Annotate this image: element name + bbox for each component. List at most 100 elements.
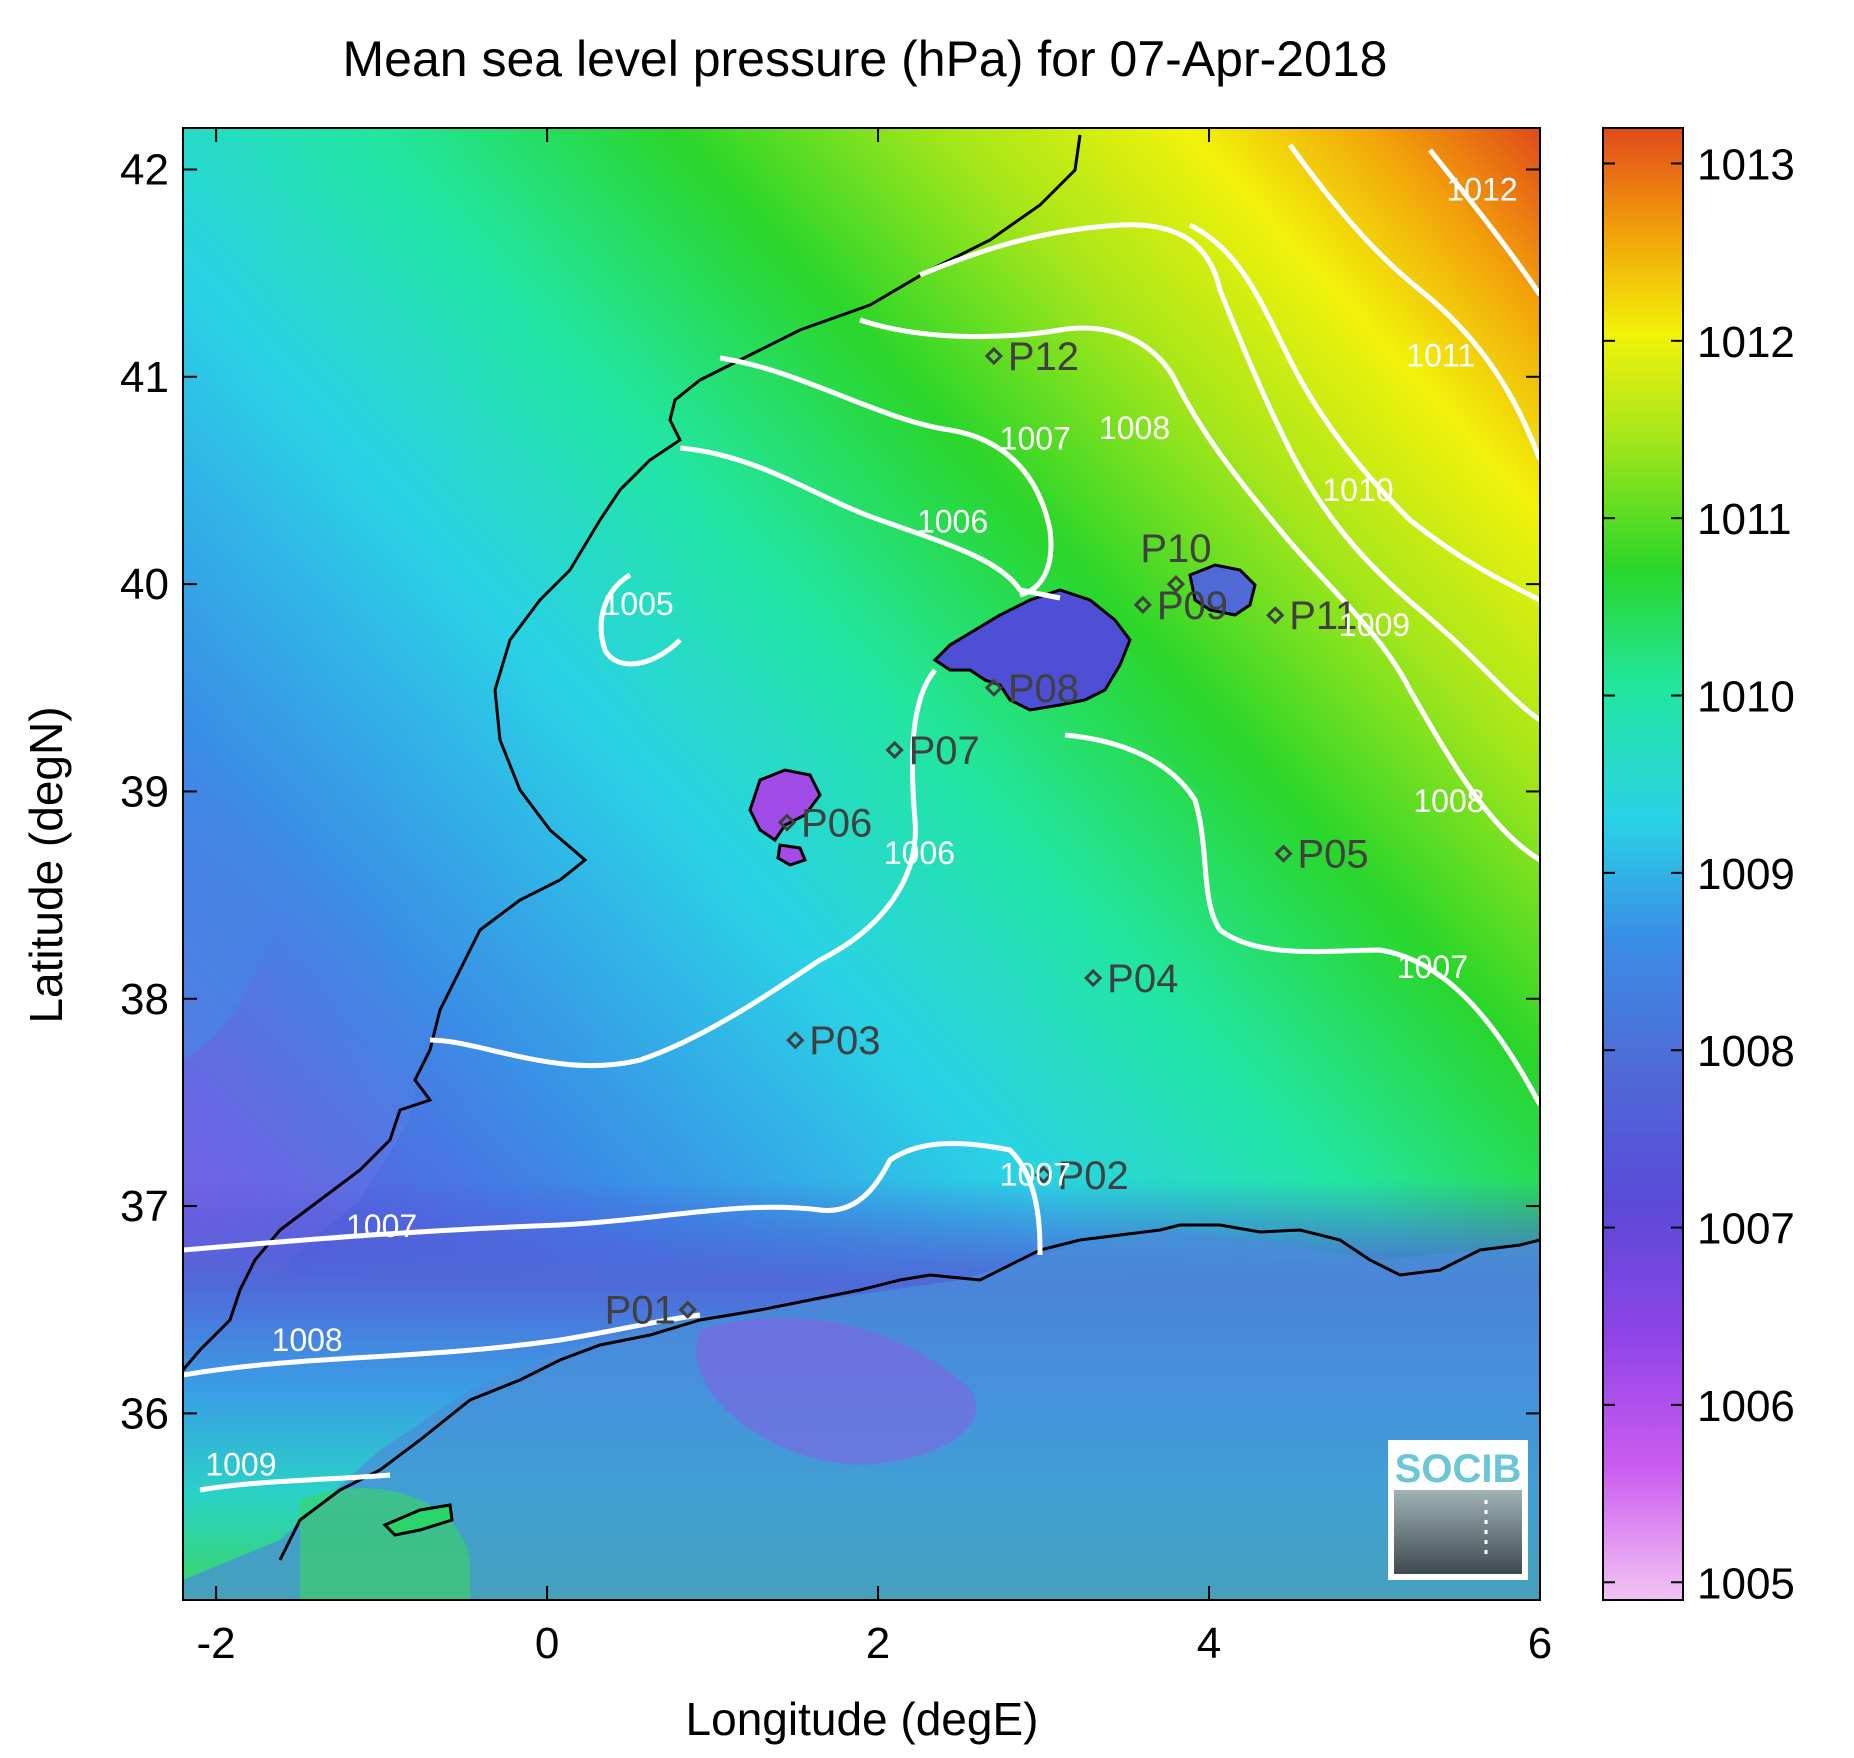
y-tick-label: 39 xyxy=(120,767,169,816)
colorbar-ticks: 1005 1006 1007 1008 1009 1010 1011 1012 1013 xyxy=(1603,140,1795,1608)
station-diamond-icon xyxy=(984,678,1004,697)
isobar-1011 xyxy=(1287,143,1540,461)
station-p12: P12 xyxy=(984,335,1079,379)
isobar-1009-north xyxy=(919,222,1540,723)
contour-label: 1007 xyxy=(1397,949,1468,985)
x-tick-label: 6 xyxy=(1528,1619,1552,1668)
socib-logo: SOCIB xyxy=(1388,1440,1528,1580)
logo-text: SOCIB xyxy=(1395,1447,1522,1491)
coastline-formentera xyxy=(776,843,808,867)
station-p01: P01 xyxy=(605,1289,697,1333)
station-diamond-icon xyxy=(1166,574,1186,594)
contour-label: 1010 xyxy=(1322,472,1393,508)
isobar-lines xyxy=(183,143,1540,1493)
station-label: P12 xyxy=(1008,335,1079,379)
contour-label: 1006 xyxy=(917,503,988,539)
station-diamond-icon xyxy=(1266,606,1285,625)
colorbar: 1005 1006 1007 1008 1009 1010 1011 1012 1013 xyxy=(1602,127,1795,1608)
station-label: P01 xyxy=(605,1289,676,1333)
coastline-ibiza xyxy=(748,768,822,843)
contour-label: 1008 xyxy=(1099,410,1170,446)
colorbar-tick-label: 1011 xyxy=(1697,495,1792,544)
station-p08: P08 xyxy=(984,667,1079,711)
station-diamond-icon xyxy=(885,740,904,760)
isobar-1007-north xyxy=(719,355,1054,598)
colorbar-tick-label: 1006 xyxy=(1697,1382,1795,1431)
contour-label: 1009 xyxy=(205,1447,276,1483)
isobar-1007-east xyxy=(1064,732,1540,1107)
station-p11: P11 xyxy=(1266,594,1357,638)
station-label: P08 xyxy=(1008,667,1079,711)
isobar-1007-south xyxy=(183,1140,1043,1256)
station-p05: P05 xyxy=(1274,833,1369,877)
chart-title: Mean sea level pressure (hPa) for 07-Apr… xyxy=(343,31,1388,87)
isobar-1012 xyxy=(1428,148,1540,297)
colorbar-tick-label: 1010 xyxy=(1697,673,1795,722)
isobar-1006-south xyxy=(429,668,937,1069)
coastline-africa xyxy=(278,1223,1540,1561)
station-label: P02 xyxy=(1058,1154,1129,1198)
colorbar-tick-label: 1012 xyxy=(1697,318,1795,367)
x-axis: -2 0 2 4 6 xyxy=(197,128,1552,1668)
contour-label: 1007 xyxy=(1000,420,1071,456)
x-tick-label: 2 xyxy=(866,1619,890,1668)
station-diamond-icon xyxy=(1084,968,1103,988)
x-tick-label: 4 xyxy=(1197,1619,1221,1668)
isobar-1008-south xyxy=(183,1312,701,1378)
y-tick-label: 36 xyxy=(120,1389,169,1438)
x-axis-label: Longitude (degE) xyxy=(686,1693,1039,1745)
y-axis-label: Latitude (degN) xyxy=(20,706,72,1023)
logo-gradient-panel xyxy=(1394,1490,1522,1574)
coastline-mallorca xyxy=(932,588,1132,712)
station-label: P05 xyxy=(1297,833,1368,877)
isobar-1008-north xyxy=(859,317,1540,863)
contour-label: 1008 xyxy=(1413,783,1484,819)
station-diamond-icon xyxy=(984,346,1004,366)
station-p04: P04 xyxy=(1084,957,1178,1001)
station-markers: P01 P02 P03 P04 P05 P06 P07 P08 P09 P10 P11 P12 xyxy=(605,335,1369,1333)
map-panel: P01 P02 P03 P04 P05 P06 P07 P08 P09 P10 P11 P12 100… xyxy=(183,128,1540,1600)
contour-label: 1005 xyxy=(602,586,673,622)
station-label: P03 xyxy=(809,1019,880,1063)
y-tick-label: 38 xyxy=(120,975,169,1024)
isobar-1010 xyxy=(1188,222,1540,603)
station-p03: P03 xyxy=(786,1019,880,1063)
contour-label: 1007 xyxy=(346,1208,417,1244)
station-p09: P09 xyxy=(1133,584,1228,628)
station-p10: P10 xyxy=(1140,527,1212,594)
contour-label: 1011 xyxy=(1406,337,1475,373)
station-p06: P06 xyxy=(777,802,872,846)
contour-label: 1007 xyxy=(1000,1156,1071,1192)
y-axis: 36 37 38 39 40 41 42 xyxy=(120,145,1540,1438)
coastline-iberia xyxy=(183,134,1082,1371)
colorbar-tick-label: 1009 xyxy=(1697,850,1795,899)
contour-label: 1008 xyxy=(272,1322,343,1358)
colorbar-tick-label: 1007 xyxy=(1697,1205,1795,1254)
colorbar-tick-label: 1013 xyxy=(1697,140,1795,189)
coastline-menorca xyxy=(1188,563,1257,617)
station-label: P04 xyxy=(1107,957,1178,1001)
land-africa-texture xyxy=(696,1318,977,1465)
colorbar-gradient xyxy=(1602,127,1684,1601)
contour-label: 1009 xyxy=(1339,607,1410,643)
y-tick-label: 42 xyxy=(120,145,169,194)
contour-label: 1012 xyxy=(1446,172,1517,208)
y-tick-label: 40 xyxy=(120,560,169,609)
map-frame xyxy=(182,127,1541,1601)
station-label: P10 xyxy=(1140,527,1211,571)
station-label: P06 xyxy=(801,802,872,846)
station-label: P07 xyxy=(909,729,980,773)
station-diamond-icon xyxy=(1274,844,1293,863)
station-diamond-icon xyxy=(1133,595,1152,614)
station-p02: P02 xyxy=(1034,1154,1129,1198)
coastline-alboran-island xyxy=(382,1503,454,1537)
x-tick-label: -2 xyxy=(197,1619,236,1668)
station-p07: P07 xyxy=(885,729,980,773)
y-tick-label: 41 xyxy=(120,353,169,402)
contour-labels: 1005 1006 1006 1007 1007 1007 1007 1008 1008 1008… xyxy=(205,172,1517,1483)
y-tick-label: 37 xyxy=(120,1182,169,1231)
station-diamond-icon xyxy=(786,1031,805,1050)
isobar-1009-south xyxy=(199,1472,391,1493)
isobar-1006-north xyxy=(679,445,1061,601)
